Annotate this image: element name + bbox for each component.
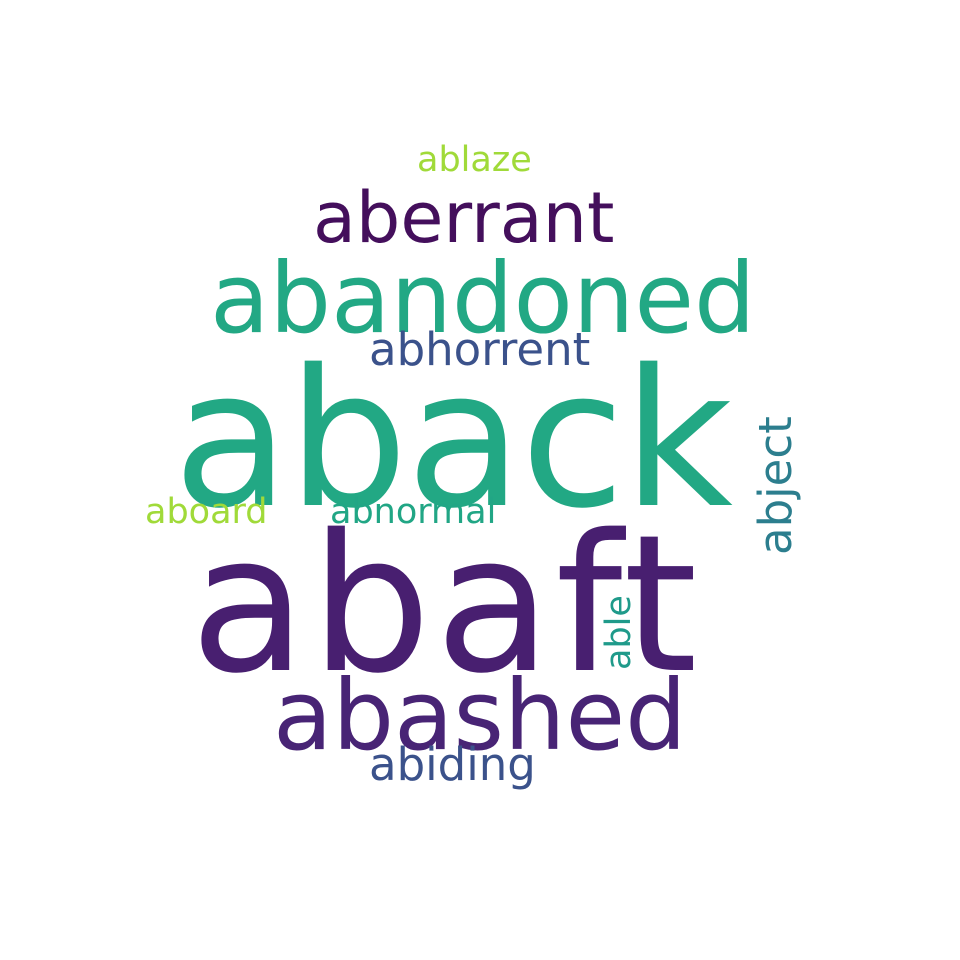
word-aback: aback: [173, 329, 733, 550]
word-abaft: abaft: [190, 494, 702, 715]
word-abandoned: abandoned: [210, 242, 756, 355]
word-abashed: abashed: [273, 659, 687, 772]
word-abhorrent: abhorrent: [369, 323, 591, 376]
word-able: able: [599, 595, 639, 670]
word-aberrant: aberrant: [313, 177, 615, 259]
word-abnormal: abnormal: [330, 492, 497, 532]
word-abject: abject: [749, 416, 802, 555]
word-ablaze: ablaze: [417, 140, 532, 180]
word-aboard: aboard: [145, 492, 268, 532]
word-abiding: abiding: [369, 738, 536, 791]
